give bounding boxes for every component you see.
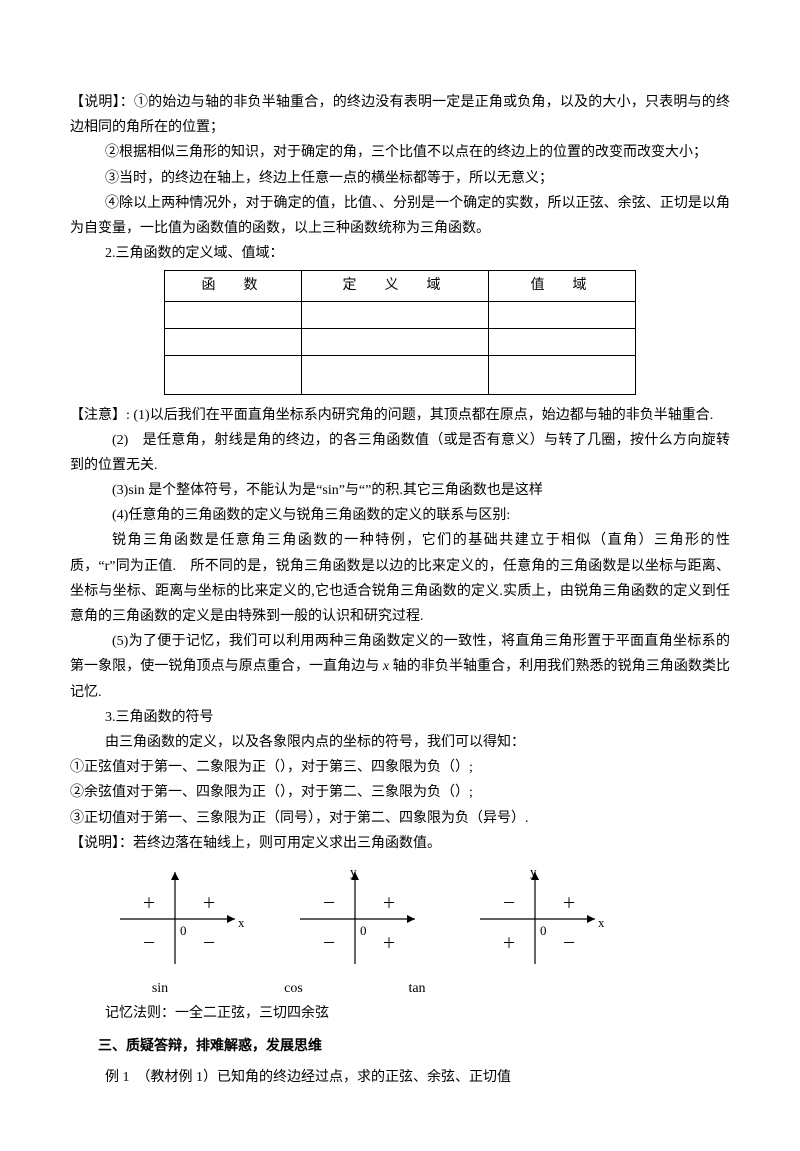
- sin-label: sin: [110, 976, 210, 1001]
- q1-sign: ＋: [562, 892, 576, 917]
- cell: [302, 328, 489, 355]
- example-1: 例 1 （教材例 1）已知角的终边经过点，求的正弦、余弦、正切值: [70, 1065, 730, 1090]
- cell: [165, 301, 302, 328]
- q4-sign: －: [202, 932, 216, 957]
- origin-label: 0: [360, 919, 367, 942]
- tan-sign: ③正切值对于第一、三象限为正（同号），对于第二、四象限为负（异号）.: [70, 806, 730, 831]
- q2-sign: ＋: [142, 892, 156, 917]
- cell: [489, 301, 636, 328]
- diagram-captions: sin cos tan: [110, 976, 730, 1001]
- th-func: 函 数: [165, 271, 302, 301]
- domain-range-table: 函 数 定 义 域 值 域: [164, 270, 636, 394]
- explain-4: ④除以上两种情况外，对于确定的值，比值、、分别是一个确定的实数，所以正弦、余弦、…: [70, 191, 730, 241]
- origin-label: 0: [180, 919, 187, 942]
- cell: [165, 355, 302, 394]
- table-title: 2.三角函数的定义域、值域：: [70, 241, 730, 266]
- q3-sign: ＋: [502, 932, 516, 957]
- sign-title: 3.三角函数的符号: [70, 705, 730, 730]
- sin-sign: ①正弦值对于第一、二象限为正（），对于第三、四象限为负（）;: [70, 755, 730, 780]
- q1-sign: ＋: [382, 892, 396, 917]
- tan-label: tan: [367, 976, 467, 1001]
- q4-sign: ＋: [382, 932, 396, 957]
- q2-sign: －: [322, 892, 336, 917]
- explain-1: 【说明】：①的始边与轴的非负半轴重合，的终边没有表明一定是正角或负角，以及的大小…: [70, 90, 730, 140]
- sign-intro: 由三角函数的定义，以及各象限内点的坐标的符号，我们可以得知：: [70, 730, 730, 755]
- cell: [302, 355, 489, 394]
- cell: [302, 301, 489, 328]
- cell: [489, 328, 636, 355]
- cell: [165, 328, 302, 355]
- note-4-head: (4)任意角的三角函数的定义与锐角三角函数的定义的联系与区别:: [70, 503, 730, 528]
- q3-sign: －: [142, 932, 156, 957]
- cos-diagram: － ＋ － ＋ 0 y: [290, 864, 430, 974]
- x-axis-label: x: [598, 911, 605, 934]
- x-axis-label: x: [238, 911, 245, 934]
- origin-label: 0: [540, 919, 547, 942]
- explain-2: ②根据相似三角形的知识，对于确定的角，三个比值不以点在的终边上的位置的改变而改变…: [70, 140, 730, 165]
- note-1: 【注意】: (1)以后我们在平面直角坐标系内研究角的问题，其顶点都在原点，始边都…: [70, 403, 730, 428]
- q3-sign: －: [322, 932, 336, 957]
- sin-diagram: ＋ ＋ － － 0 x: [110, 864, 250, 974]
- y-axis-label: y: [350, 860, 357, 883]
- tan-diagram: － ＋ ＋ － 0 y x: [470, 864, 610, 974]
- cell: [489, 355, 636, 394]
- y-axis-label: y: [530, 860, 537, 883]
- note-3: (3)sin 是个整体符号，不能认为是“sin”与“”的积.其它三角函数也是这样: [70, 478, 730, 503]
- cos-label: cos: [244, 976, 344, 1001]
- explain-axis: 【说明】：若终边落在轴线上，则可用定义求出三角函数值。: [70, 831, 730, 856]
- q2-sign: －: [502, 892, 516, 917]
- cos-sign: ②余弦值对于第一、四象限为正（），对于第二、三象限为负（）;: [70, 780, 730, 805]
- q4-sign: －: [562, 932, 576, 957]
- th-range: 值 域: [489, 271, 636, 301]
- q1-sign: ＋: [202, 892, 216, 917]
- explain-3: ③当时，的终边在轴上，终边上任意一点的横坐标都等于，所以无意义；: [70, 166, 730, 191]
- sign-diagrams: ＋ ＋ － － 0 x － ＋ － ＋ 0 y － ＋ ＋ － 0 y: [110, 864, 730, 974]
- section-3-title: 三、质疑答辩，排难解惑，发展思维: [70, 1034, 730, 1059]
- memory-rule: 记忆法则：一全二正弦，三切四余弦: [70, 1001, 730, 1026]
- note-2: (2) 是任意角，射线是角的终边，的各三角函数值（或是否有意义）与转了几圈，按什…: [70, 428, 730, 478]
- th-domain: 定 义 域: [302, 271, 489, 301]
- note-5: (5)为了便于记忆，我们可以利用两种三角函数定义的一致性，将直角三角形置于平面直…: [70, 629, 730, 705]
- note-4-body: 锐角三角函数是任意角三角函数的一种特例，它们的基础共建立于相似（直角）三角形的性…: [70, 528, 730, 629]
